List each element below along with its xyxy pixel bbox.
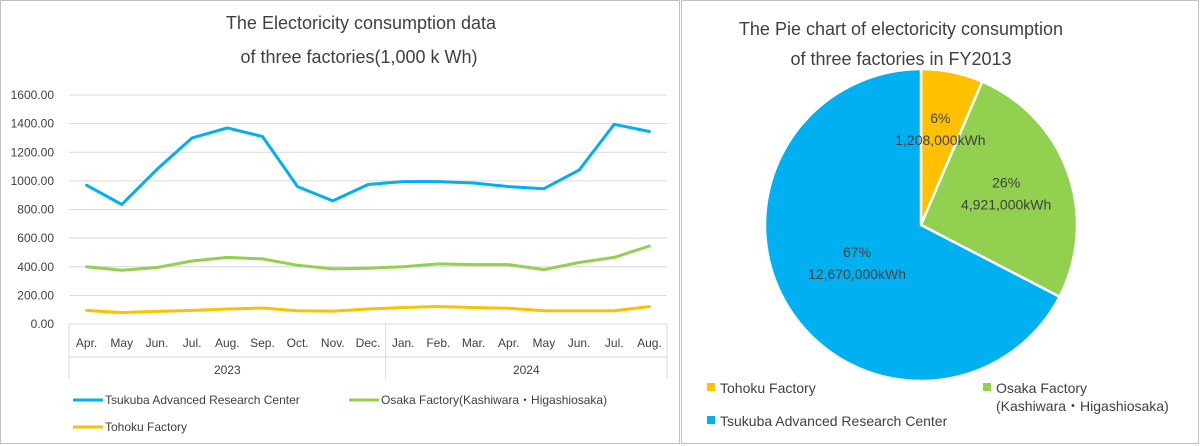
legend-label: Tohoku Factory xyxy=(720,380,816,396)
x-tick-label: Nov. xyxy=(321,336,345,350)
pie-percent-label: 6% xyxy=(930,110,950,126)
pie-value-label: 1,208,000kWh xyxy=(895,132,985,148)
x-group-label: 2024 xyxy=(513,363,540,377)
legend-swatch xyxy=(707,416,715,424)
x-tick-label: Aug. xyxy=(215,336,240,350)
pie-chart-title-line-2: of three factories in FY2013 xyxy=(790,49,1011,69)
pie-chart: The Pie chart of electoricity consumptio… xyxy=(707,19,1169,429)
series-line-1 xyxy=(85,244,651,272)
pie-chart-title-line-1: The Pie chart of electoricity consumptio… xyxy=(739,19,1063,39)
legend-label: Osaka Factory(Kashiwara・Higashiosaka) xyxy=(381,393,607,407)
y-tick-label: 1400.00 xyxy=(11,117,55,131)
line-chart-title-line-2: of three factories(1,000 k Wh) xyxy=(240,47,477,67)
x-tick-label: May xyxy=(533,336,556,350)
series-line-0 xyxy=(85,122,651,206)
line-chart: The Electoricity consumption data of thr… xyxy=(11,13,668,434)
x-tick-label: Mar. xyxy=(462,336,485,350)
x-tick-label: Jun. xyxy=(146,336,169,350)
pie-value-label: 4,921,000kWh xyxy=(961,196,1051,212)
pie-chart-panel: The Pie chart of electoricity consumptio… xyxy=(681,0,1199,444)
line-chart-panel: The Electoricity consumption data of thr… xyxy=(0,0,680,444)
y-tick-label: 600.00 xyxy=(17,231,54,245)
legend-label: Tsukuba Advanced Research Center xyxy=(105,393,300,407)
y-tick-label: 1200.00 xyxy=(11,145,55,159)
pie-percent-label: 67% xyxy=(843,244,871,260)
y-tick-label: 0.00 xyxy=(31,317,55,331)
x-tick-label: Apr. xyxy=(498,336,519,350)
x-tick-label: Jul. xyxy=(183,336,202,350)
x-tick-label: Feb. xyxy=(426,336,450,350)
pie-percent-label: 26% xyxy=(992,174,1020,190)
legend-label: Tohoku Factory xyxy=(105,420,187,434)
x-tick-label: Oct. xyxy=(287,336,309,350)
legend-label: Tsukuba Advanced Research Center xyxy=(720,413,948,429)
legend-swatch xyxy=(983,383,991,391)
legend-label: (Kashiwara・Higashiosaka) xyxy=(996,398,1169,414)
legend-label: Osaka Factory xyxy=(996,380,1087,396)
pie-slice-2 xyxy=(763,67,1061,383)
pie-slice-1 xyxy=(919,80,1079,298)
pie-value-label: 12,670,000kWh xyxy=(808,266,906,282)
x-tick-label: Sep. xyxy=(250,336,275,350)
y-tick-label: 400.00 xyxy=(17,260,54,274)
x-tick-label: Jul. xyxy=(605,336,624,350)
series-line-2 xyxy=(85,305,651,315)
y-tick-label: 200.00 xyxy=(17,288,54,302)
x-tick-label: Aug. xyxy=(637,336,662,350)
line-chart-title-line-1: The Electoricity consumption data xyxy=(226,13,497,33)
x-tick-label: Jan. xyxy=(392,336,415,350)
x-tick-label: May xyxy=(110,336,133,350)
y-tick-label: 1600.00 xyxy=(11,88,55,102)
y-tick-label: 1000.00 xyxy=(11,174,55,188)
x-tick-label: Apr. xyxy=(76,336,97,350)
x-group-label: 2023 xyxy=(214,363,241,377)
x-tick-label: Jun. xyxy=(568,336,591,350)
legend-swatch xyxy=(707,383,715,391)
y-tick-label: 800.00 xyxy=(17,203,54,217)
x-tick-label: Dec. xyxy=(356,336,381,350)
